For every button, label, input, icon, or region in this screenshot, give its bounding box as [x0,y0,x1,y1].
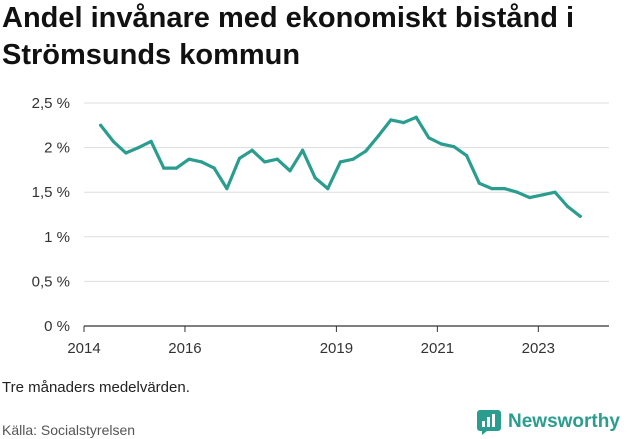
data-point [376,134,380,138]
chart-title: Andel invånare med ekonomiskt bistånd i … [2,2,575,71]
data-point [477,181,481,185]
y-tick-label: 0 % [44,318,70,335]
data-point [389,118,393,122]
newsworthy-logo-icon [477,410,501,435]
y-tick-label: 2,5 % [32,95,70,112]
x-tick-label: 2016 [168,340,201,357]
data-point [414,115,418,119]
series-line [99,115,582,218]
data-point [528,195,532,200]
data-point [149,139,153,143]
data-point [162,166,166,170]
data-point [313,176,317,180]
data-point [364,149,368,153]
data-point [490,187,494,191]
data-point [401,121,406,125]
data-point [250,148,254,152]
y-tick-label: 0,5 % [32,273,70,290]
y-tick-label: 2 % [44,140,70,157]
gridlines [84,102,609,327]
data-point [515,190,519,194]
data-point [351,157,355,161]
data-point [124,151,128,155]
data-point [300,148,305,152]
data-point [288,169,292,173]
data-point [553,190,557,194]
data-point [465,154,469,158]
y-axis-ticks: 0 % 0,5 % 1 % 1,5 % 2 % 2,5 % [32,95,70,335]
data-point [326,187,330,191]
source-credit: Källa: Socialstyrelsen [2,422,136,438]
x-tick-label: 2014 [67,340,100,357]
data-point [99,123,103,127]
data-point [237,156,242,160]
x-tick-label: 2019 [320,340,353,357]
x-tick-label: 2021 [421,340,454,357]
data-point [502,187,507,191]
series-group [99,115,582,218]
data-point [174,166,178,170]
data-point [225,187,229,191]
data-point [263,160,267,164]
brand-name: Newsworthy [508,411,620,432]
brand-logo: Newsworthy [476,409,620,435]
data-point [566,204,570,209]
data-point [136,146,141,150]
data-point [540,193,544,197]
x-axis: 2014 2016 2019 2021 2023 [67,326,555,357]
x-tick-label: 2023 [522,340,555,357]
data-point [200,160,204,164]
line-chart: 0 % 0,5 % 1 % 1,5 % 2 % 2,5 % 2014 2016 2019 202… [32,95,609,357]
data-point [439,142,444,146]
data-point [111,139,115,143]
data-point [187,157,191,161]
data-point [427,136,431,140]
data-point [452,145,456,149]
chart-note: Tre månaders medelvärden. [2,379,190,396]
data-point [275,157,279,161]
y-tick-label: 1,5 % [32,184,70,201]
data-point [578,214,582,218]
data-point [338,160,343,164]
data-point [212,166,216,170]
y-tick-label: 1 % [44,229,70,246]
